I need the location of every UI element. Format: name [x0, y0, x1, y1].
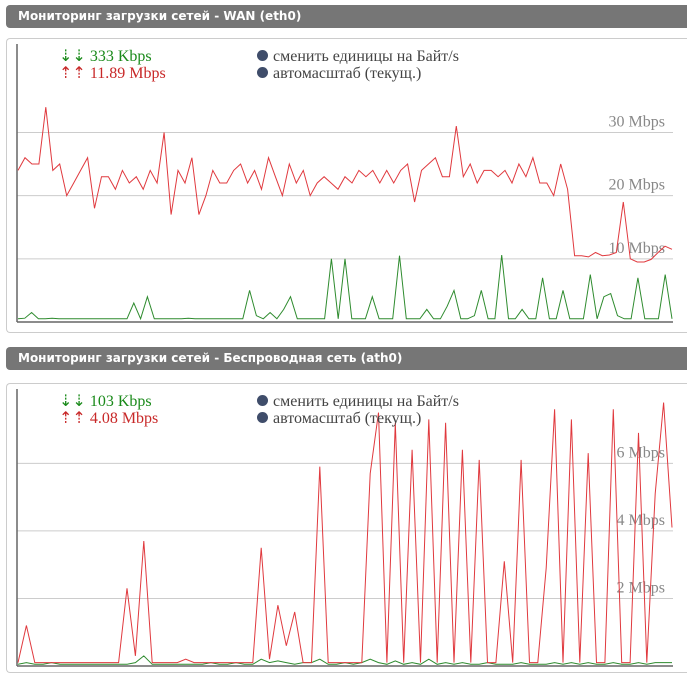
- wan-graph-panel: 30 Mbps 20 Mbps 10 Mbps ⇣⇣ 333 Kbps ⇡⇡ 11.…: [6, 38, 687, 333]
- wireless-section-header: Мониторинг загрузки сетей - Беспроводная…: [6, 347, 687, 370]
- gridline-label: 20 Mbps: [609, 177, 665, 194]
- wireless-traffic-graph: 6 Mbps 4 Mbps 2 Mbps: [16, 389, 673, 667]
- upload-value: 4.08 Mbps: [89, 410, 159, 427]
- upload-arrow-icon: ⇡⇡: [59, 410, 86, 427]
- download-line: [17, 254, 673, 321]
- gridline-label: 2 Mbps: [617, 579, 665, 596]
- wireless-download-rate: ⇣⇣ 103 Kbps: [59, 393, 152, 410]
- upload-line: [17, 107, 673, 263]
- wan-section-header: Мониторинг загрузки сетей - WAN (eth0): [6, 5, 687, 28]
- wan-switch-units-link[interactable]: сменить единицы на Байт/s: [257, 48, 459, 65]
- wireless-graph-panel: 6 Mbps 4 Mbps 2 Mbps ⇣⇣ 103 Kbps ⇡⇡ 4.08 M…: [6, 383, 687, 673]
- gridline-label: 10 Mbps: [609, 240, 665, 257]
- bullet-icon: [257, 50, 268, 61]
- wan-download-rate: ⇣⇣ 333 Kbps: [59, 48, 152, 65]
- download-value: 103 Kbps: [89, 393, 152, 410]
- wan-autoscale-link[interactable]: автомасштаб (текущ.): [257, 65, 421, 82]
- bullet-icon: [257, 67, 268, 78]
- wireless-upload-rate: ⇡⇡ 4.08 Mbps: [59, 410, 158, 427]
- bullet-icon: [257, 395, 268, 406]
- upload-arrow-icon: ⇡⇡: [59, 65, 86, 82]
- gridline-label: 4 Mbps: [617, 512, 665, 529]
- wan-upload-rate: ⇡⇡ 11.89 Mbps: [59, 65, 166, 82]
- download-arrow-icon: ⇣⇣: [59, 48, 86, 65]
- upload-value: 11.89 Mbps: [89, 65, 166, 82]
- gridline-label: 30 Mbps: [609, 113, 665, 130]
- download-value: 333 Kbps: [89, 48, 152, 65]
- bullet-icon: [257, 412, 268, 423]
- wireless-switch-units-link[interactable]: сменить единицы на Байт/s: [257, 393, 459, 410]
- upload-line: [17, 402, 673, 664]
- wan-traffic-graph: 30 Mbps 20 Mbps 10 Mbps: [16, 44, 673, 323]
- download-arrow-icon: ⇣⇣: [59, 393, 86, 410]
- gridline-label: 6 Mbps: [617, 444, 665, 461]
- wireless-autoscale-link[interactable]: автомасштаб (текущ.): [257, 410, 421, 427]
